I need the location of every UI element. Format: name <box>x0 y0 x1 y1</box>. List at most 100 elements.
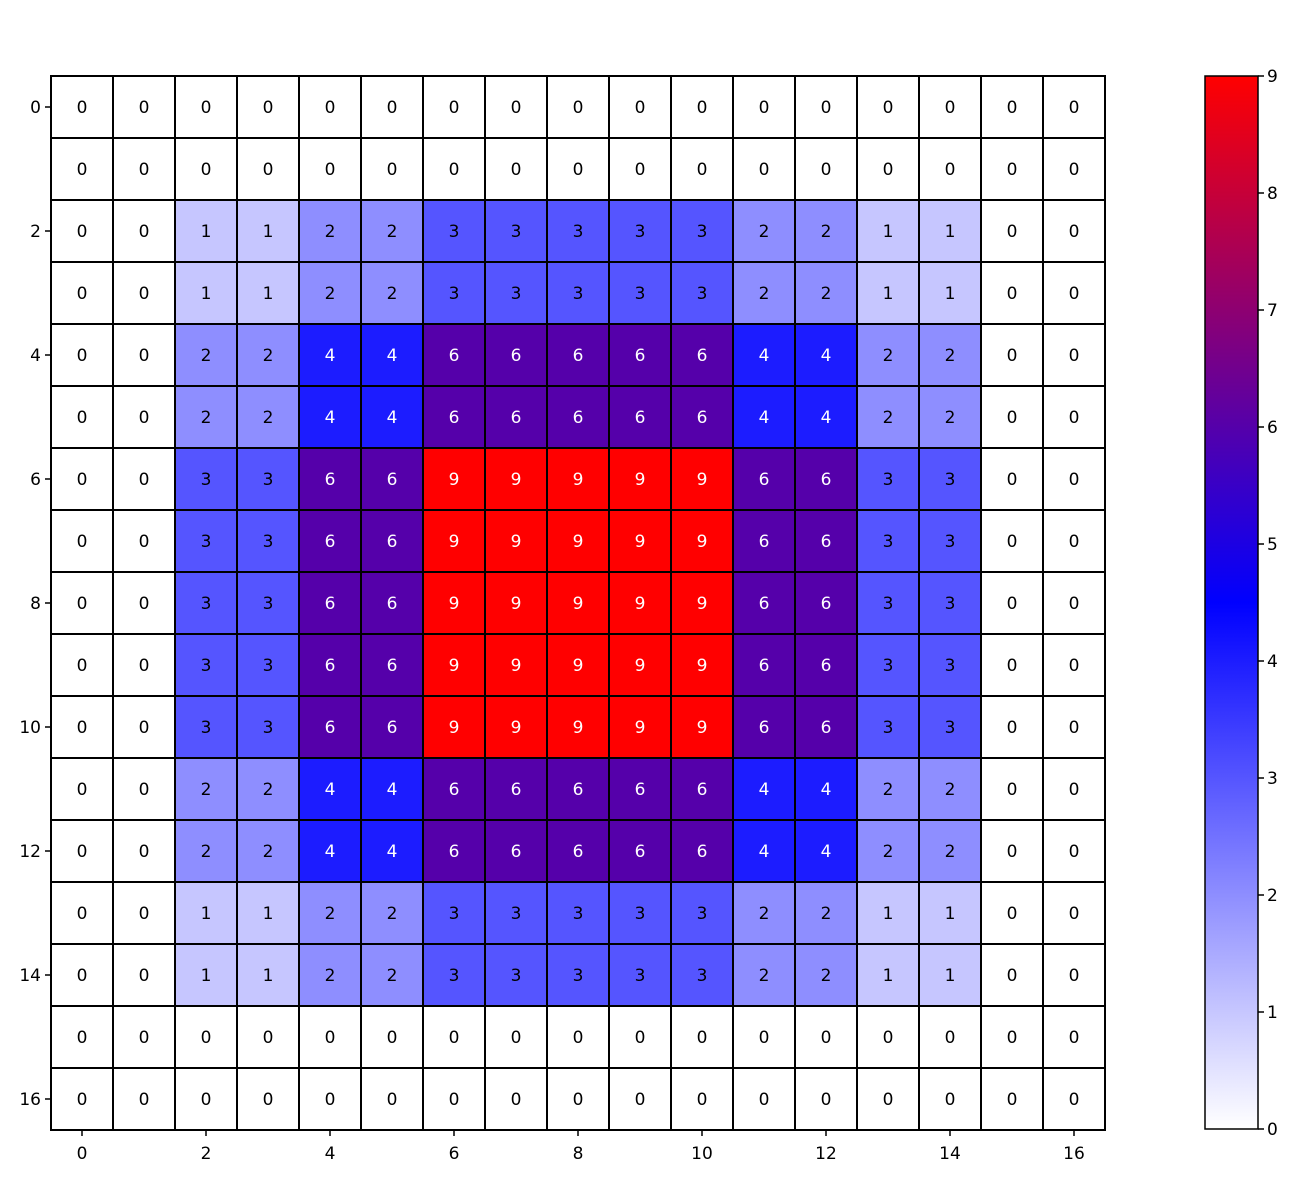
cell-value-label: 6 <box>759 656 770 676</box>
cell-value-label: 0 <box>759 1090 770 1110</box>
heatmap-cell <box>670 881 734 945</box>
cell-value-label: 0 <box>139 594 150 614</box>
colorbar-tick-label: 2 <box>1267 886 1278 906</box>
heatmap-cell <box>112 385 176 449</box>
heatmap-cell <box>980 75 1044 139</box>
cell-value-label: 0 <box>77 780 88 800</box>
heatmap-cell <box>980 1067 1044 1131</box>
cell-value-label: 3 <box>945 718 956 738</box>
cell-value-label: 0 <box>263 1090 274 1110</box>
heatmap-cell <box>112 75 176 139</box>
cell-value-label: 0 <box>945 1090 956 1110</box>
heatmap-cell <box>112 509 176 573</box>
cell-value-label: 6 <box>697 346 708 366</box>
cell-value-label: 3 <box>573 284 584 304</box>
cell-value-label: 2 <box>759 222 770 242</box>
cell-value-label: 4 <box>387 346 398 366</box>
heatmap-cell <box>794 199 858 263</box>
cell-value-label: 0 <box>263 1028 274 1048</box>
cell-value-label: 6 <box>821 656 832 676</box>
cell-value-label: 4 <box>759 780 770 800</box>
cell-value-label: 6 <box>511 408 522 428</box>
cell-value-label: 4 <box>387 842 398 862</box>
heatmap-cell <box>174 571 238 635</box>
cell-value-label: 3 <box>449 222 460 242</box>
heatmap-cell <box>856 323 920 387</box>
heatmap-cell <box>546 633 610 697</box>
heatmap-cell <box>918 633 982 697</box>
cell-value-label: 1 <box>883 284 894 304</box>
cell-value-label: 2 <box>263 842 274 862</box>
heatmap-cell <box>670 385 734 449</box>
heatmap-cell <box>422 509 486 573</box>
cell-value-label: 4 <box>325 780 336 800</box>
cell-value-label: 9 <box>573 532 584 552</box>
cell-value-label: 0 <box>1069 408 1080 428</box>
cell-value-label: 2 <box>883 408 894 428</box>
cell-value-label: 9 <box>635 470 646 490</box>
cell-value-label: 0 <box>139 780 150 800</box>
cell-value-label: 0 <box>201 160 212 180</box>
cell-value-label: 0 <box>697 1028 708 1048</box>
heatmap-cell <box>422 819 486 883</box>
cell-value-label: 6 <box>449 408 460 428</box>
cell-value-label: 0 <box>387 1028 398 1048</box>
cell-value-label: 0 <box>1007 1028 1018 1048</box>
cell-value-label: 0 <box>883 160 894 180</box>
heatmap-cell <box>112 819 176 883</box>
heatmap-cell <box>670 571 734 635</box>
heatmap-cell <box>794 323 858 387</box>
heatmap-cell <box>174 819 238 883</box>
heatmap-cell <box>918 819 982 883</box>
heatmap-cell <box>856 943 920 1007</box>
y-tick-label: 2 <box>30 222 41 242</box>
cell-value-label: 2 <box>883 346 894 366</box>
cell-value-label: 6 <box>573 408 584 428</box>
heatmap-cell <box>980 261 1044 325</box>
cell-value-label: 6 <box>449 346 460 366</box>
cell-value-label: 3 <box>263 532 274 552</box>
cell-value-label: 0 <box>201 1028 212 1048</box>
cell-value-label: 0 <box>77 1028 88 1048</box>
heatmap-cell <box>484 509 548 573</box>
heatmap-cell <box>670 323 734 387</box>
cell-value-label: 0 <box>1007 656 1018 676</box>
heatmap-cell <box>360 137 424 201</box>
heatmap-cell <box>1042 385 1106 449</box>
heatmap-cell <box>484 819 548 883</box>
cell-value-label: 0 <box>139 656 150 676</box>
cell-value-label: 6 <box>759 470 770 490</box>
heatmap-cell <box>484 1005 548 1069</box>
heatmap-cell <box>422 633 486 697</box>
cell-value-label: 9 <box>697 718 708 738</box>
heatmap-cell <box>112 261 176 325</box>
cell-value-label: 0 <box>201 1090 212 1110</box>
heatmap-cell <box>112 199 176 263</box>
cell-value-label: 0 <box>511 1028 522 1048</box>
cell-value-label: 6 <box>387 594 398 614</box>
cell-value-label: 0 <box>263 160 274 180</box>
colorbar-tick-label: 4 <box>1267 652 1278 672</box>
x-tick-label: 4 <box>325 1144 336 1164</box>
cell-value-label: 2 <box>945 842 956 862</box>
cell-value-label: 0 <box>1007 284 1018 304</box>
cell-value-label: 3 <box>697 904 708 924</box>
cell-value-label: 0 <box>77 222 88 242</box>
cell-value-label: 0 <box>573 1090 584 1110</box>
cell-value-label: 9 <box>697 656 708 676</box>
heatmap-cell <box>732 571 796 635</box>
cell-value-label: 9 <box>449 718 460 738</box>
cell-value-label: 3 <box>449 284 460 304</box>
cell-value-label: 0 <box>1069 1090 1080 1110</box>
heatmap-cell <box>980 881 1044 945</box>
cell-value-label: 1 <box>201 222 212 242</box>
heatmap-cell <box>1042 1005 1106 1069</box>
x-tick-label: 14 <box>939 1144 961 1164</box>
colorbar-tick-label: 3 <box>1267 769 1278 789</box>
cell-value-label: 6 <box>387 532 398 552</box>
cell-value-label: 1 <box>883 966 894 986</box>
cell-value-label: 0 <box>1069 594 1080 614</box>
heatmap-cell <box>546 571 610 635</box>
cell-value-label: 2 <box>201 842 212 862</box>
